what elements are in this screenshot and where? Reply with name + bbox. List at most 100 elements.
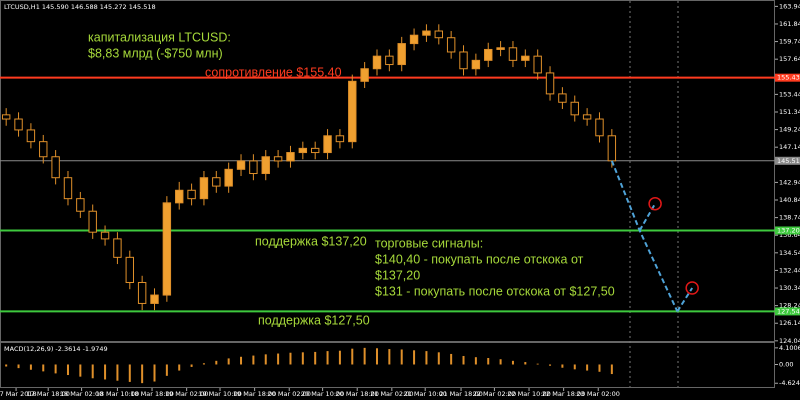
level-badge bbox=[775, 73, 800, 82]
macd-bar bbox=[388, 349, 391, 365]
macd-bar bbox=[425, 351, 428, 365]
y-tick-label: 134.540 bbox=[779, 249, 800, 257]
macd-bar bbox=[499, 359, 502, 365]
y-tick-label: 128.240 bbox=[779, 302, 800, 310]
forecast-line bbox=[610, 160, 679, 312]
macd-bar bbox=[17, 364, 20, 369]
macd-panel-frame bbox=[0, 342, 775, 388]
macd-bar bbox=[413, 350, 416, 365]
candle-body bbox=[409, 34, 419, 45]
x-tick-label: 19 Mar 10:00 bbox=[198, 390, 241, 398]
candle-body bbox=[125, 256, 134, 283]
macd-bar bbox=[277, 353, 280, 365]
candle-body bbox=[298, 147, 308, 154]
y-tick-label: 138.740 bbox=[779, 214, 800, 222]
x-tick-label: 22 Mar 10:00 bbox=[507, 390, 550, 398]
x-tick-label: 20 Mar 18:00 bbox=[336, 390, 379, 398]
macd-bar bbox=[437, 352, 440, 365]
candle-body bbox=[582, 114, 592, 120]
macd-bar bbox=[375, 348, 378, 365]
macd-bar bbox=[561, 364, 564, 368]
macd-bar bbox=[227, 358, 230, 365]
candle-body bbox=[175, 189, 184, 204]
candle-body bbox=[199, 177, 209, 200]
y-tick-label: 149.240 bbox=[779, 126, 800, 134]
level-label: 127.549 bbox=[777, 307, 800, 315]
candle-body bbox=[286, 152, 295, 162]
macd-bar bbox=[5, 364, 8, 367]
macd-bar bbox=[462, 355, 465, 365]
y-tick-label: 151.340 bbox=[779, 108, 800, 116]
macd-bar bbox=[153, 364, 156, 382]
candle-body bbox=[51, 156, 60, 179]
x-tick-label: 19 Mar 02:00 bbox=[165, 390, 208, 398]
annotation: $140,40 - покупать после отскока от bbox=[375, 252, 584, 266]
macd-bar bbox=[610, 364, 613, 375]
x-tick-label: 18 Mar 10:00 bbox=[96, 390, 139, 398]
annotation: капитализация LTCUSD: bbox=[88, 30, 231, 44]
macd-bar bbox=[549, 364, 552, 366]
candle-body bbox=[323, 135, 332, 154]
candle-body bbox=[595, 118, 604, 137]
macd-bar bbox=[289, 352, 292, 365]
macd-bar bbox=[524, 362, 527, 365]
candle-body bbox=[348, 80, 357, 143]
macd-bar bbox=[66, 364, 69, 376]
level-badge bbox=[775, 307, 800, 316]
x-tick-label: 21 Mar 18:00 bbox=[439, 390, 482, 398]
candle-body bbox=[162, 202, 172, 296]
candle-body bbox=[496, 47, 505, 50]
candle-body bbox=[150, 294, 159, 304]
macd-bar bbox=[474, 357, 477, 365]
macd-bar bbox=[91, 364, 94, 379]
macd-bar bbox=[400, 349, 403, 365]
x-tick-label: 18 Mar 02:00 bbox=[60, 390, 103, 398]
candle-body bbox=[545, 72, 555, 95]
candle-body bbox=[434, 30, 444, 39]
y-tick-label: 140.840 bbox=[779, 196, 800, 204]
signal-circle bbox=[648, 196, 662, 211]
macd-bar bbox=[128, 364, 131, 382]
macd-bar bbox=[54, 364, 57, 374]
macd-bar bbox=[202, 363, 205, 365]
level-badge bbox=[775, 226, 800, 235]
x-tick-label: 23 Mar 02:00 bbox=[577, 390, 620, 398]
level-label: 155.433 bbox=[777, 74, 800, 82]
candle-body bbox=[39, 141, 48, 158]
macd-bar bbox=[252, 355, 255, 365]
y-tick-label: 124.040 bbox=[779, 337, 800, 345]
level-label: 145.518 bbox=[777, 157, 800, 165]
macd-bar bbox=[42, 364, 45, 372]
candle-body bbox=[484, 48, 493, 61]
level-label: 137.203 bbox=[777, 226, 800, 234]
forecast-line bbox=[676, 287, 694, 312]
forecast-line bbox=[638, 203, 656, 232]
x-tick-label: 22 Mar 02:00 bbox=[473, 390, 516, 398]
candle-body bbox=[607, 135, 617, 162]
macd-bar bbox=[104, 364, 107, 380]
candle-body bbox=[459, 51, 468, 70]
candle-body bbox=[76, 198, 85, 212]
y-tick-label: 136.640 bbox=[779, 231, 800, 239]
macd-bar bbox=[215, 360, 218, 365]
macd-bar bbox=[598, 364, 601, 372]
y-tick-label: 147.140 bbox=[779, 143, 800, 151]
candle-body bbox=[558, 93, 567, 103]
y-tick-label: 132.440 bbox=[779, 266, 800, 274]
macd-bar bbox=[573, 364, 576, 370]
candle-body bbox=[533, 55, 542, 74]
chart-title: LTCUSD,H1 145.590 146.588 145.272 145.51… bbox=[4, 3, 156, 11]
macd-bar bbox=[536, 363, 539, 365]
candle-body bbox=[385, 55, 394, 66]
y-tick-label: 142.940 bbox=[779, 178, 800, 186]
macd-bar bbox=[165, 364, 168, 376]
candle-body bbox=[521, 55, 530, 61]
candle-body bbox=[360, 68, 369, 82]
macd-bar bbox=[116, 364, 119, 381]
macd-tick-label: 0.00 bbox=[779, 360, 793, 368]
candle-body bbox=[446, 37, 456, 53]
candle-body bbox=[1, 114, 11, 120]
macd-bar bbox=[29, 364, 32, 370]
annotation: $137,20 bbox=[375, 268, 420, 282]
